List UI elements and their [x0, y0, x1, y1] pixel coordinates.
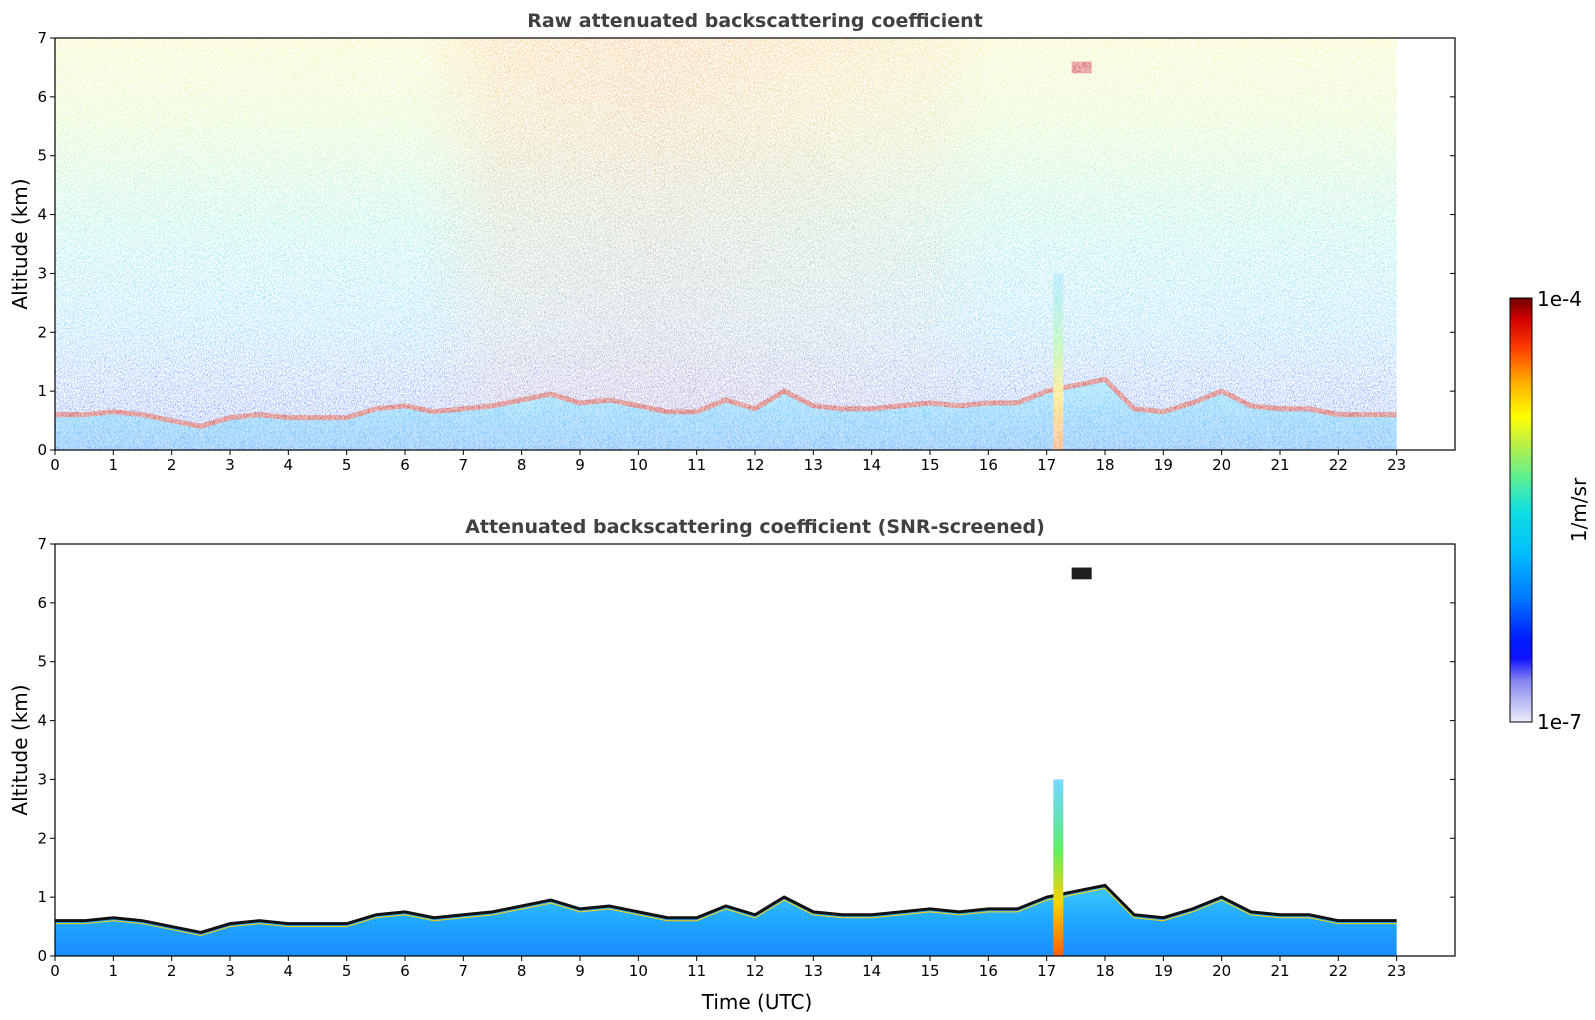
x-tick-label: 17 — [1037, 962, 1056, 980]
boundary-layer-top — [55, 883, 1397, 935]
x-tick-label: 14 — [862, 456, 881, 474]
colorbar-max-label: 1e-4 — [1537, 287, 1582, 311]
y-tick-label: 2 — [37, 829, 47, 847]
y-tick-label: 4 — [37, 712, 47, 730]
x-tick-label: 17 — [1037, 456, 1056, 474]
x-tick-label: 21 — [1270, 456, 1289, 474]
x-tick-label: 22 — [1329, 456, 1348, 474]
raw-panel-title: Raw attenuated backscattering coefficien… — [527, 10, 983, 32]
x-tick-label: 23 — [1387, 962, 1406, 980]
x-tick-label: 7 — [459, 962, 469, 980]
x-tick-label: 9 — [575, 962, 585, 980]
colorbar: 1e-4 1e-7 1/m/sr — [1509, 287, 1591, 734]
screened-heatmap — [55, 567, 1397, 956]
x-tick-label: 7 — [459, 456, 469, 474]
x-tick-label: 20 — [1212, 456, 1231, 474]
raw-no-data-region — [1396, 38, 1400, 450]
x-tick-label: 13 — [804, 456, 823, 474]
x-tick-label: 16 — [979, 456, 998, 474]
x-tick-label: 16 — [979, 962, 998, 980]
screened-panel-title: Attenuated backscattering coefficient (S… — [465, 516, 1045, 538]
x-tick-label: 18 — [1095, 962, 1114, 980]
x-tick-label: 5 — [342, 456, 352, 474]
y-tick-label: 3 — [37, 264, 47, 282]
y-tick-label: 1 — [37, 382, 47, 400]
x-tick-label: 10 — [629, 962, 648, 980]
x-tick-label: 2 — [167, 962, 177, 980]
x-tick-label: 6 — [400, 456, 410, 474]
y-tick-label: 7 — [37, 29, 47, 47]
x-tick-label: 8 — [517, 456, 527, 474]
x-tick-label: 0 — [50, 456, 60, 474]
x-tick-label: 19 — [1154, 456, 1173, 474]
raw-y-axis: 0 1 2 3 4 5 6 7 — [37, 29, 1455, 459]
y-tick-label: 5 — [37, 653, 47, 671]
x-tick-label: 15 — [920, 456, 939, 474]
x-tick-label: 3 — [225, 962, 235, 980]
raw-speckle — [55, 38, 1400, 450]
screened-y-axis: 0 1 2 3 4 5 6 7 — [37, 535, 1455, 965]
x-tick-label: 11 — [687, 962, 706, 980]
x-tick-label: 6 — [400, 962, 410, 980]
raw-y-axis-label: Altitude (km) — [8, 178, 32, 309]
x-tick-label: 12 — [745, 962, 764, 980]
x-tick-label: 0 — [50, 962, 60, 980]
x-tick-label: 23 — [1387, 456, 1406, 474]
raw-x-axis: 0 1 2 3 4 5 6 7 8 9 10 11 12 13 14 15 16 17 18 19 20 21 22 23 — [50, 450, 1406, 474]
x-tick-label: 9 — [575, 456, 585, 474]
x-tick-label: 11 — [687, 456, 706, 474]
y-tick-label: 6 — [37, 594, 47, 612]
x-tick-label: 1 — [109, 962, 119, 980]
raw-backscatter-panel: Raw attenuated backscattering coefficien… — [8, 10, 1456, 474]
plume-column — [1053, 779, 1064, 956]
x-tick-label: 1 — [109, 456, 119, 474]
x-tick-label: 20 — [1212, 962, 1231, 980]
screened-boundary-layer — [55, 883, 1397, 956]
x-tick-label: 14 — [862, 962, 881, 980]
screened-features — [1053, 567, 1092, 956]
y-tick-label: 4 — [37, 206, 47, 224]
x-tick-label: 12 — [745, 456, 764, 474]
y-tick-label: 1 — [37, 888, 47, 906]
x-tick-label: 21 — [1270, 962, 1289, 980]
y-tick-label: 3 — [37, 770, 47, 788]
x-tick-label: 4 — [284, 962, 294, 980]
x-tick-label: 4 — [284, 456, 294, 474]
raw-heatmap — [55, 38, 1400, 450]
x-tick-label: 18 — [1095, 456, 1114, 474]
y-tick-label: 2 — [37, 323, 47, 341]
screened-plot-frame — [54, 543, 1456, 957]
x-tick-label: 5 — [342, 962, 352, 980]
screened-backscatter-panel: Attenuated backscattering coefficient (S… — [8, 516, 1456, 1014]
x-tick-label: 8 — [517, 962, 527, 980]
y-tick-label: 6 — [37, 88, 47, 106]
y-tick-label: 7 — [37, 535, 47, 553]
colorbar-unit-label: 1/m/sr — [1567, 477, 1591, 542]
colorbar-scale — [1509, 297, 1533, 723]
y-tick-label: 0 — [37, 441, 47, 459]
screened-x-axis: 0 1 2 3 4 5 6 7 8 9 10 11 12 13 14 15 16 17 18 19 20 21 22 23 — [50, 956, 1406, 980]
colorbar-min-label: 1e-7 — [1537, 710, 1582, 734]
x-tick-label: 2 — [167, 456, 177, 474]
x-tick-label: 19 — [1154, 962, 1173, 980]
x-axis-label: Time (UTC) — [701, 990, 813, 1014]
x-tick-label: 22 — [1329, 962, 1348, 980]
boundary-layer-edge — [55, 887, 1397, 936]
x-tick-label: 13 — [804, 962, 823, 980]
y-tick-label: 5 — [37, 147, 47, 165]
x-tick-label: 15 — [920, 962, 939, 980]
screened-y-axis-label: Altitude (km) — [8, 684, 32, 815]
x-tick-label: 10 — [629, 456, 648, 474]
elevated-layer-patch — [1071, 567, 1092, 580]
y-tick-label: 0 — [37, 947, 47, 965]
x-tick-label: 3 — [225, 456, 235, 474]
